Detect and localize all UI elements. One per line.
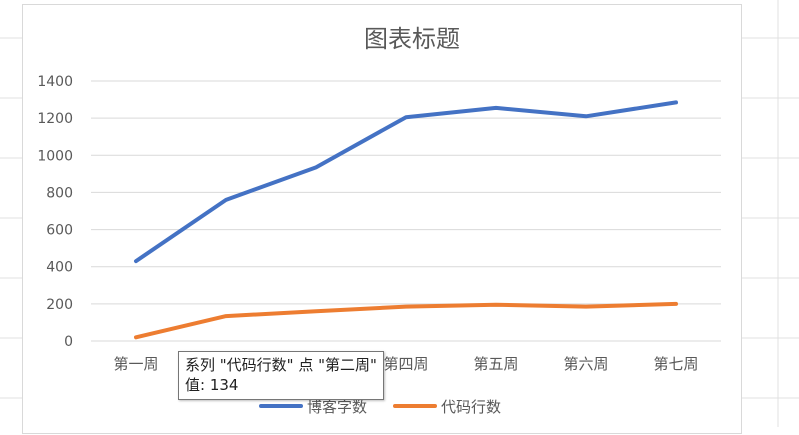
y-tick-label: 800 [46, 185, 73, 201]
data-point[interactable] [403, 114, 409, 120]
data-point[interactable] [673, 301, 679, 307]
data-point[interactable] [223, 313, 229, 319]
chart-title: 图表标题 [364, 25, 460, 53]
data-point[interactable] [223, 197, 229, 203]
series-line-1[interactable] [134, 301, 678, 340]
data-point[interactable] [133, 334, 139, 340]
data-point[interactable] [673, 99, 679, 105]
data-point[interactable] [493, 302, 499, 308]
data-point[interactable] [493, 105, 499, 111]
y-tick-label: 600 [46, 223, 73, 239]
tooltip-series-point: 系列 "代码行数" 点 "第二周" [185, 356, 377, 374]
x-tick-label: 第五周 [473, 355, 518, 373]
series-line-0[interactable] [134, 100, 678, 264]
data-point[interactable] [313, 164, 319, 170]
x-tick-label: 第一周 [113, 355, 158, 373]
y-tick-label: 400 [46, 260, 73, 276]
legend-label: 博客字数 [307, 398, 367, 416]
tooltip-value: 值: 134 [185, 376, 239, 394]
data-point[interactable] [583, 113, 589, 119]
legend-label: 代码行数 [441, 398, 501, 416]
data-point[interactable] [133, 258, 139, 264]
y-tick-label: 200 [46, 297, 73, 313]
data-point-tooltip: 系列 "代码行数" 点 "第二周" 值: 134 [178, 351, 384, 400]
y-tick-label: 1000 [37, 148, 73, 164]
data-point[interactable] [313, 308, 319, 314]
x-tick-label: 第四周 [383, 355, 428, 373]
x-tick-label: 第七周 [653, 355, 698, 373]
y-tick-label: 0 [64, 334, 73, 350]
x-tick-label: 第六周 [563, 355, 608, 373]
data-point[interactable] [583, 304, 589, 310]
y-tick-label: 1200 [37, 111, 73, 127]
data-point[interactable] [403, 304, 409, 310]
y-tick-label: 1400 [37, 74, 73, 90]
